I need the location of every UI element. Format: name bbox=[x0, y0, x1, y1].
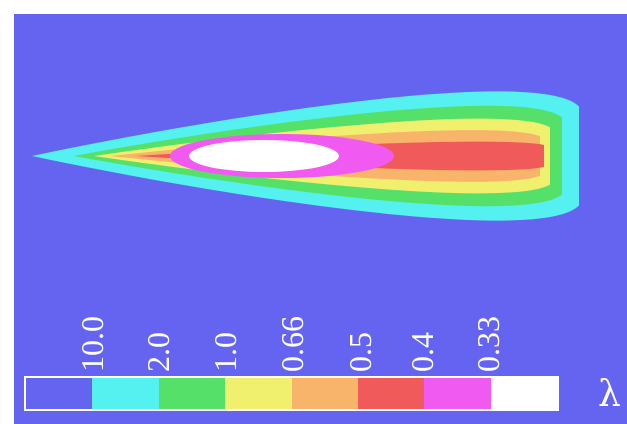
colorbar bbox=[24, 376, 559, 411]
colorbar-cell bbox=[26, 378, 93, 409]
plot-area: 10.0 2.0 1.0 0.66 0.5 0.4 0.33 λ bbox=[14, 14, 627, 424]
colorbar-cell bbox=[291, 378, 358, 409]
colorbar-cell bbox=[92, 378, 159, 409]
colorbar-cell bbox=[490, 378, 557, 409]
contour-region bbox=[189, 140, 339, 172]
contour-plume bbox=[32, 91, 579, 221]
colorbar-cell bbox=[357, 378, 425, 409]
colorbar-cell bbox=[158, 378, 226, 409]
colorbar-cell bbox=[225, 378, 292, 409]
legend-tick-label: 0.4 bbox=[404, 332, 440, 372]
legend-tick-label: 0.66 bbox=[274, 316, 310, 372]
colorbar-symbol: λ bbox=[598, 374, 621, 415]
legend-tick-label: 0.33 bbox=[470, 316, 506, 372]
legend-tick-label: 1.0 bbox=[207, 332, 243, 372]
colorbar-cell bbox=[424, 378, 491, 409]
legend-tick-label: 0.5 bbox=[342, 332, 378, 372]
legend-tick-label: 10.0 bbox=[74, 316, 110, 372]
legend-tick-label: 2.0 bbox=[140, 332, 176, 372]
